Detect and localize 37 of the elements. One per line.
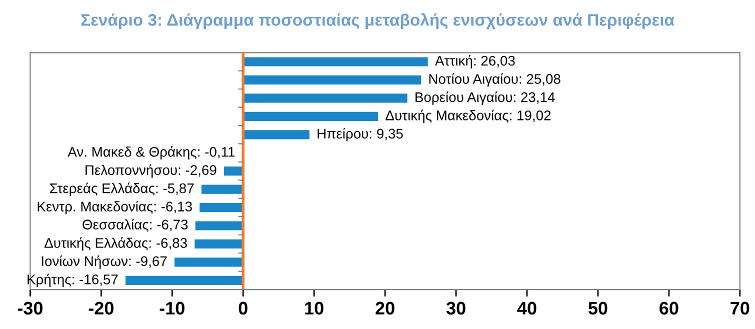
bar (195, 221, 244, 230)
x-tick-label: -30 (18, 302, 43, 315)
bar (243, 75, 422, 85)
data-label: Δυτικής Ελλάδας: -6,83 (44, 237, 187, 251)
x-tick-label: -10 (160, 302, 184, 315)
data-label: Ηπείρου: 9,35 (318, 128, 403, 142)
x-tick-label: 20 (376, 302, 394, 315)
bar (243, 112, 378, 121)
data-label: Ιονίων Νήσων: -9,67 (42, 256, 167, 269)
x-tick-label: 0 (238, 302, 248, 315)
bar (243, 57, 428, 66)
x-tick-label: -20 (88, 302, 114, 315)
x-tick-label: 40 (517, 302, 536, 315)
data-label: Στερεάς Ελλάδας: -5,87 (50, 182, 194, 196)
data-label: Κεντρ. Μακεδονίας: -6,13 (38, 200, 192, 214)
bar (126, 276, 244, 285)
data-label: Θεσσαλίας: -6,73 (82, 218, 188, 232)
chart-title: Σενάριο 3: Διάγραμμα ποσοστιαίας μεταβολής ενισχύσεων ανά Περιφέρεια (81, 13, 674, 30)
data-label: Νοτίου Αιγαίου: 25,08 (429, 73, 560, 87)
data-label: Βορείου Αιγαίου: 23,14 (416, 92, 555, 105)
x-tick-label: 30 (446, 302, 466, 315)
x-tick-label: 60 (660, 302, 678, 315)
bar (243, 130, 310, 140)
bar (201, 184, 244, 194)
x-tick-label: 10 (305, 302, 324, 315)
data-label: Πελοποννήσου: -2,69 (86, 164, 216, 178)
bar (174, 258, 244, 267)
x-tick-label: 50 (588, 302, 608, 315)
data-label: Δυτικής Μακεδονίας: 19,02 (386, 110, 551, 124)
bar (243, 94, 408, 103)
data-label: Κρήτης: -16,57 (28, 274, 118, 288)
data-label: Αν. Μακεδ & Θράκης: -0,11 (68, 146, 235, 160)
data-label: Αττική: 26,03 (434, 55, 515, 68)
bar (224, 166, 244, 176)
x-tick-label: 70 (730, 302, 750, 315)
bar (194, 239, 244, 249)
bar (200, 202, 244, 212)
